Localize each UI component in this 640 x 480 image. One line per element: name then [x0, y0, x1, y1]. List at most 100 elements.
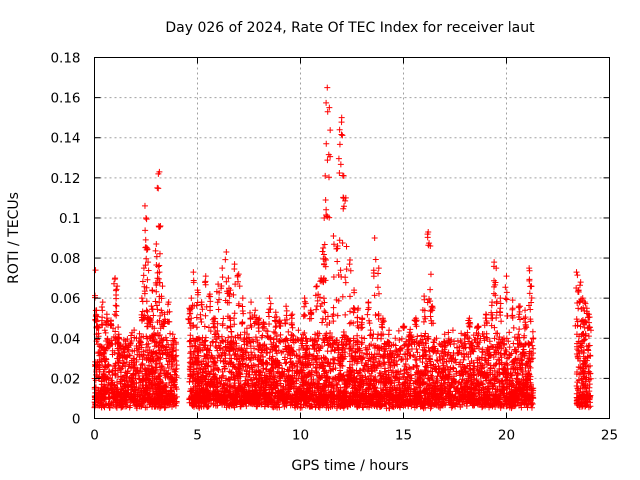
data-point: [119, 385, 126, 392]
data-point: [138, 361, 145, 368]
data-point: [124, 353, 131, 360]
data-point: [144, 390, 151, 397]
data-point: [285, 328, 292, 335]
data-point: [92, 362, 99, 369]
data-point: [150, 348, 157, 355]
data-point: [169, 354, 176, 361]
data-point: [167, 330, 174, 337]
data-point: [155, 380, 162, 387]
data-point: [158, 335, 165, 342]
data-point: [156, 339, 163, 346]
data-point: [170, 355, 177, 362]
data-point: [162, 334, 169, 341]
data-point: [100, 385, 107, 392]
data-point: [96, 366, 103, 373]
data-point: [483, 361, 490, 368]
data-point: [125, 381, 132, 388]
data-point: [139, 368, 146, 375]
data-point: [201, 338, 208, 345]
data-point: [153, 338, 160, 345]
data-point: [129, 375, 136, 382]
data-point: [127, 340, 134, 347]
data-point: [132, 392, 139, 399]
data-point: [138, 334, 145, 341]
data-point: [145, 384, 152, 391]
data-point: [161, 403, 168, 410]
data-point: [151, 395, 158, 402]
data-point: [157, 366, 164, 373]
data-point: [112, 340, 119, 347]
data-point: [163, 371, 170, 378]
data-point: [165, 349, 172, 356]
data-point: [395, 327, 402, 334]
data-point: [108, 400, 115, 407]
data-point: [153, 361, 160, 368]
data-point: [99, 362, 106, 369]
data-point: [381, 348, 388, 355]
data-point: [169, 337, 176, 344]
data-point: [97, 356, 104, 363]
data-point: [133, 380, 140, 387]
data-point: [529, 328, 536, 335]
data-point: [147, 399, 154, 406]
data-point: [129, 329, 136, 336]
data-point: [98, 392, 105, 399]
data-point: [173, 362, 180, 369]
data-point: [157, 356, 164, 363]
data-point: [100, 353, 107, 360]
data-point: [107, 340, 114, 347]
data-point: [151, 331, 158, 338]
data-point: [171, 392, 178, 399]
data-point: [163, 337, 170, 344]
data-point: [252, 334, 259, 341]
data-point: [158, 363, 165, 370]
data-point: [115, 359, 122, 366]
data-point: [130, 397, 137, 404]
data-point: [145, 340, 152, 347]
data-point: [155, 351, 162, 358]
data-point: [140, 348, 147, 355]
data-point: [103, 337, 110, 344]
data-point: [106, 404, 113, 411]
data-point: [130, 371, 137, 378]
data-point: [166, 353, 173, 360]
data-point: [130, 388, 137, 395]
data-point: [112, 371, 119, 378]
data-point: [105, 361, 112, 368]
data-point: [266, 349, 273, 356]
data-point: [147, 335, 154, 342]
data-point: [146, 362, 153, 369]
data-point: [172, 366, 179, 373]
data-point: [136, 330, 143, 337]
data-point: [156, 386, 163, 393]
data-point: [119, 400, 126, 407]
data-point: [139, 382, 146, 389]
data-point: [120, 349, 127, 356]
data-point: [113, 379, 120, 386]
data-point: [163, 391, 170, 398]
data-point: [116, 399, 123, 406]
data-point: [120, 374, 127, 381]
data-point: [119, 354, 126, 361]
data-point: [156, 391, 163, 398]
data-point: [94, 359, 101, 366]
data-point: [138, 341, 145, 348]
data-point: [99, 396, 106, 403]
data-point: [156, 347, 163, 354]
data-point: [117, 378, 124, 385]
data-point: [140, 352, 147, 359]
data-point: [270, 328, 277, 335]
data-point: [151, 369, 158, 376]
data-point: [121, 360, 128, 367]
data-point: [143, 367, 150, 374]
data-point: [102, 347, 109, 354]
data-point: [111, 349, 118, 356]
data-point: [127, 402, 134, 409]
data-point: [104, 384, 111, 391]
data-point: [116, 350, 123, 357]
data-point: [94, 397, 101, 404]
data-point: [137, 364, 144, 371]
data-point: [144, 354, 151, 361]
data-point: [99, 393, 106, 400]
